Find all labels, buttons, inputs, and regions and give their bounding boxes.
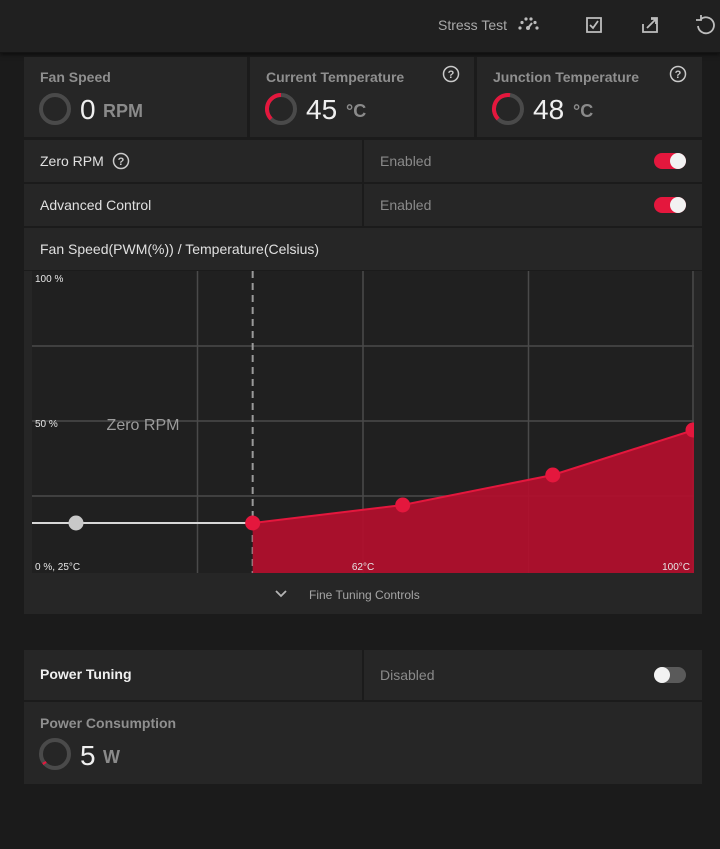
divider <box>362 140 364 182</box>
current-temperature-value: 45 <box>306 94 338 125</box>
junction-temperature-title: Junction Temperature <box>493 69 639 85</box>
help-icon[interactable]: ? <box>669 65 687 83</box>
advanced-control-row: Advanced Control Enabled <box>24 184 702 226</box>
divider <box>24 182 702 184</box>
zero-rpm-state: Enabled <box>380 153 432 169</box>
current-temperature-unit: °C <box>346 101 367 121</box>
advanced-control-state: Enabled <box>380 197 432 213</box>
power-consumption-unit: W <box>103 747 120 767</box>
zero-rpm-point[interactable] <box>68 515 84 531</box>
toggle-knob <box>670 153 686 169</box>
top-toolbar: Stress Test <box>0 0 720 53</box>
divider <box>24 137 702 140</box>
zero-rpm-row: Zero RPM ? Enabled <box>24 140 702 182</box>
divider <box>362 650 364 700</box>
divider <box>24 226 702 228</box>
fan-curve-point[interactable] <box>395 497 411 513</box>
toggle-knob <box>670 197 686 213</box>
svg-text:?: ? <box>448 69 455 81</box>
power-tuning-row: Power Tuning Disabled <box>24 650 702 700</box>
fine-tuning-label[interactable]: Fine Tuning Controls <box>309 588 420 602</box>
junction-temperature-value: 48 <box>533 94 565 125</box>
stress-test-label[interactable]: Stress Test <box>438 17 507 33</box>
power-consumption-card: Power Consumption 5 W <box>24 702 702 784</box>
zero-rpm-label: Zero RPM <box>40 153 104 169</box>
power-tuning-state: Disabled <box>380 667 435 683</box>
power-tuning-panel: Power Tuning Disabled Power Consumption … <box>24 650 702 784</box>
zero-rpm-region-label: Zero RPM <box>107 417 180 434</box>
power-consumption-gauge-icon <box>39 738 71 770</box>
fan-speed-gauge-icon <box>39 93 71 125</box>
power-tuning-label: Power Tuning <box>40 666 132 682</box>
help-icon[interactable]: ? <box>442 65 460 83</box>
power-consumption-value: 5 <box>80 740 96 771</box>
save-check-icon[interactable] <box>583 14 605 36</box>
junction-temperature-card: Junction Temperature ? 48 °C <box>477 57 702 137</box>
current-temperature-title: Current Temperature <box>266 69 405 85</box>
fan-curve-point[interactable] <box>545 467 561 483</box>
fan-curve-line <box>252 429 694 524</box>
fan-speed-value: 0 <box>80 94 96 125</box>
current-temperature-card: Current Temperature ? 45 °C <box>250 57 474 137</box>
fan-curve-point[interactable] <box>685 422 695 438</box>
junction-temperature-gauge-icon <box>491 92 524 125</box>
power-consumption-title: Power Consumption <box>40 715 177 731</box>
tick-label: 62°C <box>352 562 374 573</box>
current-temperature-gauge-icon <box>265 93 297 125</box>
chevron-down-icon[interactable] <box>274 587 288 601</box>
fan-curve-header: Fan Speed(PWM(%)) / Temperature(Celsius) <box>24 228 702 270</box>
toggle-knob <box>654 667 670 683</box>
fan-speed-title: Fan Speed <box>40 69 111 85</box>
fan-speed-unit: RPM <box>103 101 143 121</box>
power-tuning-toggle[interactable] <box>654 667 686 683</box>
zero-rpm-toggle[interactable] <box>654 153 686 169</box>
tick-label: 100 % <box>35 274 63 285</box>
advanced-control-toggle[interactable] <box>654 197 686 213</box>
tick-label: 50 % <box>35 419 58 430</box>
fan-speed-card: Fan Speed 0 RPM <box>24 57 247 137</box>
divider <box>24 270 702 271</box>
fan-curve-point[interactable] <box>245 515 261 531</box>
help-icon[interactable]: ? <box>112 152 130 170</box>
tick-label: 0 %, 25°C <box>35 562 80 573</box>
fan-curve-title: Fan Speed(PWM(%)) / Temperature(Celsius) <box>40 241 320 257</box>
svg-text:?: ? <box>118 156 125 168</box>
divider <box>362 184 364 226</box>
advanced-control-label: Advanced Control <box>40 197 152 213</box>
fan-curve-chart[interactable]: 100 % 50 % 0 %, 25°C 62°C 100°C Zero RPM <box>32 271 694 573</box>
tick-label: 100°C <box>662 562 690 573</box>
gauge-icon[interactable] <box>517 14 539 36</box>
junction-temperature-unit: °C <box>573 101 594 121</box>
fine-tuning-row[interactable]: Fine Tuning Controls <box>24 574 702 616</box>
reset-icon[interactable] <box>694 14 716 36</box>
divider <box>474 57 477 137</box>
divider <box>24 700 702 702</box>
divider <box>247 57 250 137</box>
export-icon[interactable] <box>639 14 661 36</box>
svg-text:?: ? <box>675 69 682 81</box>
